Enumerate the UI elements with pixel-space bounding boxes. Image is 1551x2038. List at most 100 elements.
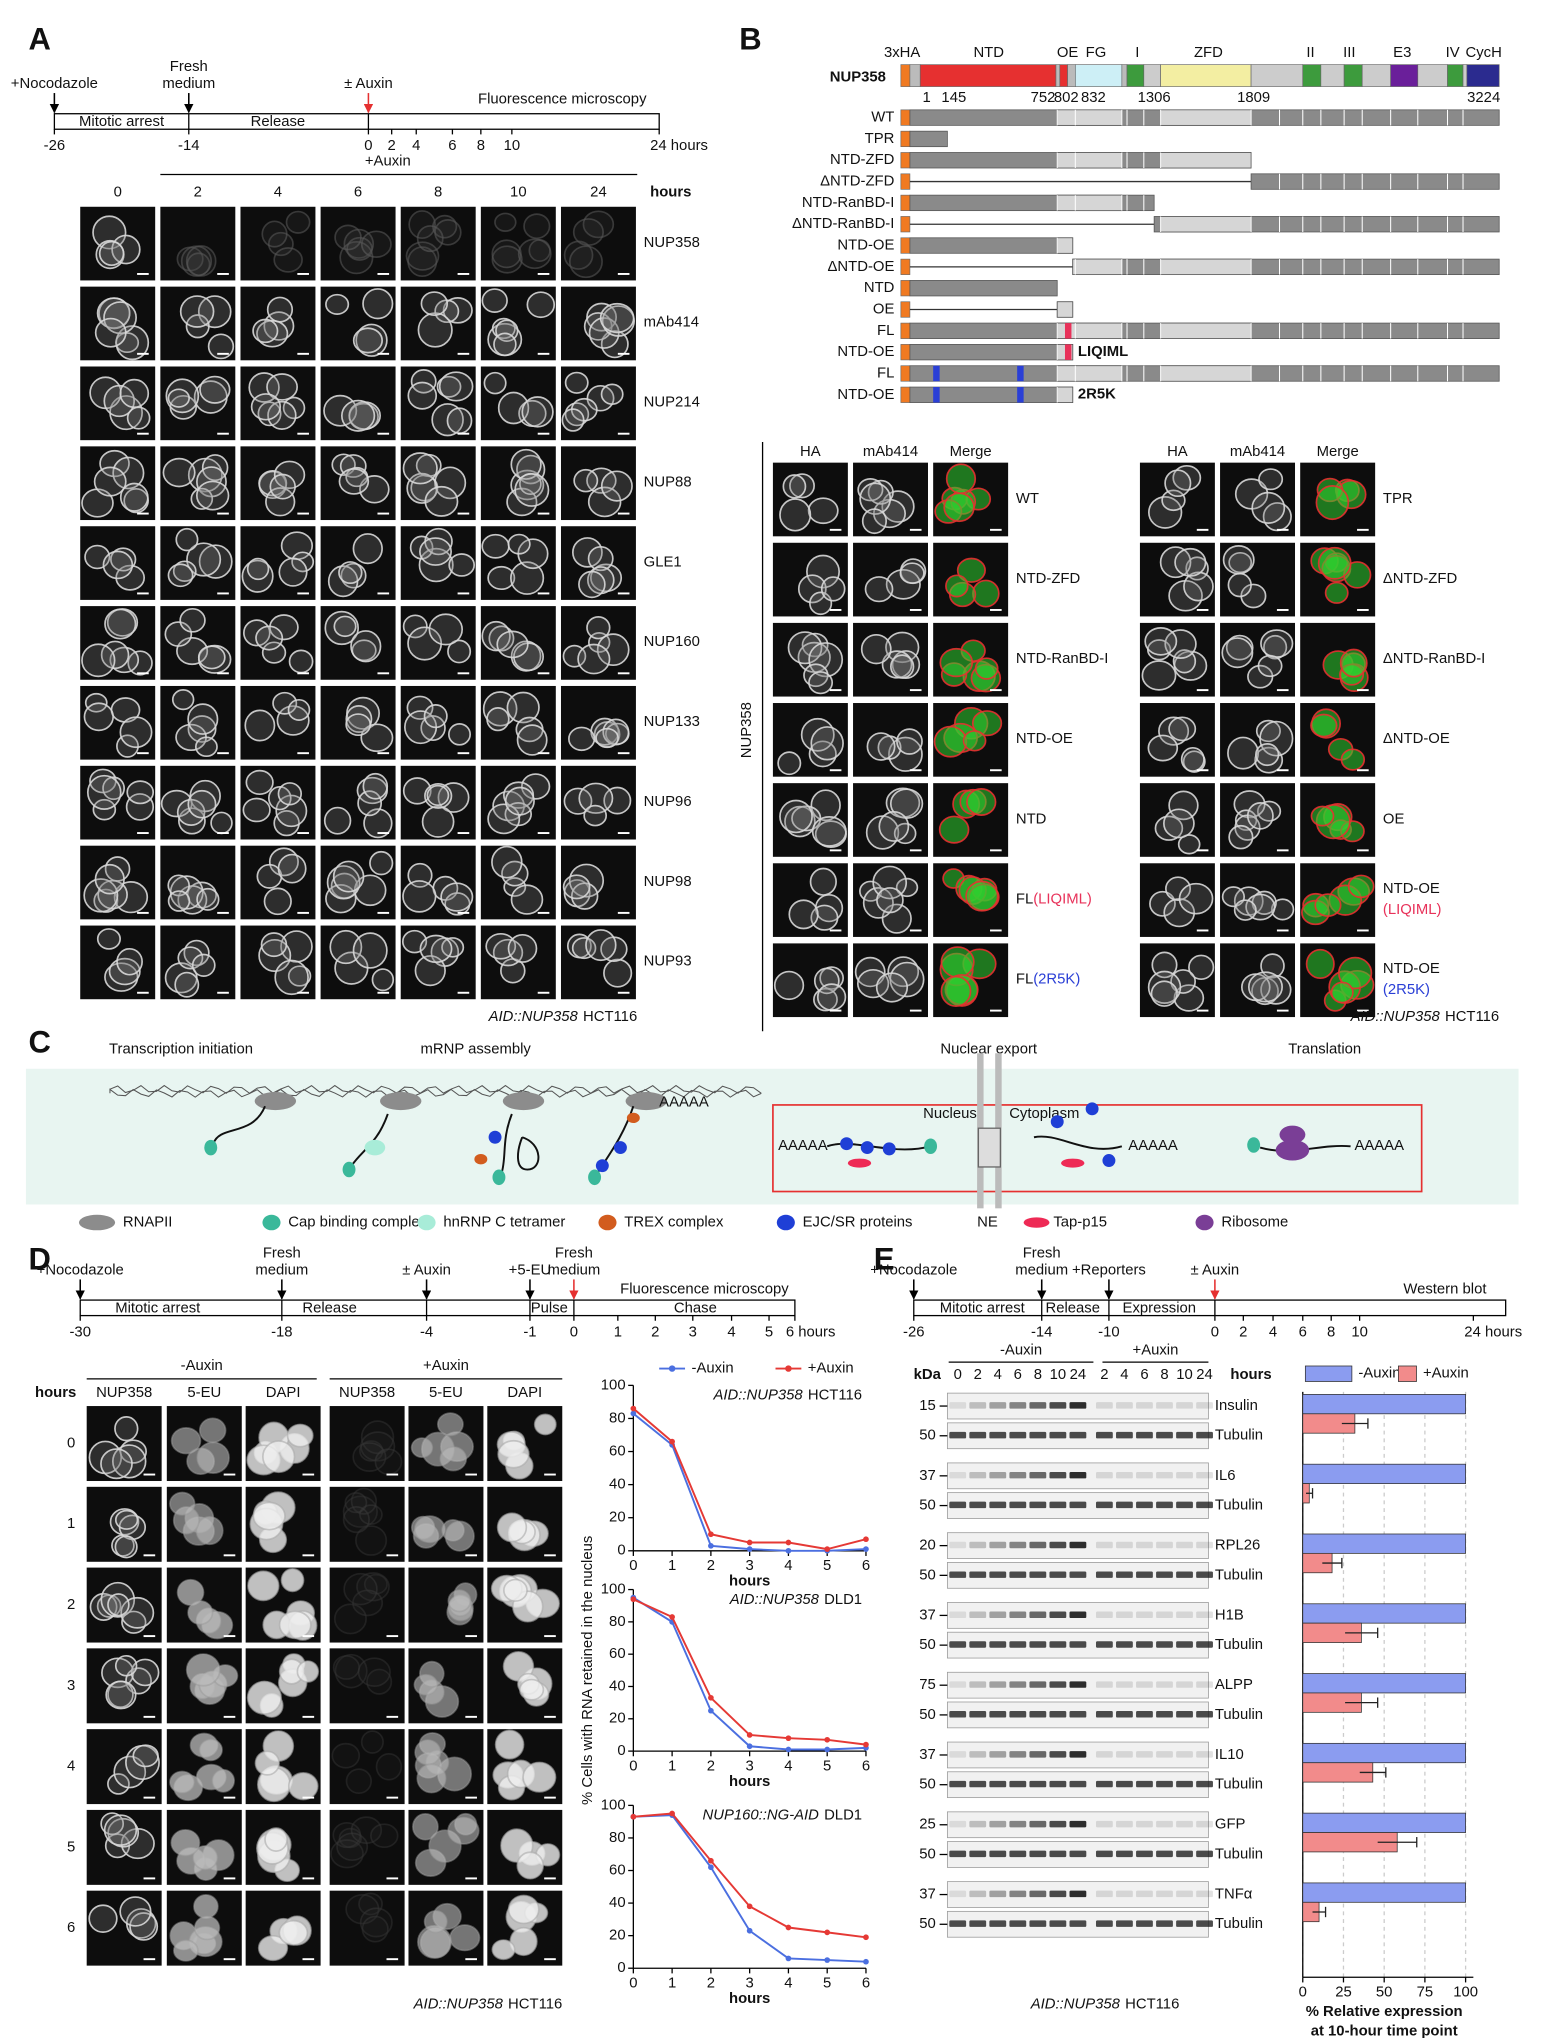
caption-part: HCT116 <box>508 1996 562 2012</box>
cell <box>100 1448 133 1480</box>
zfd-region <box>1160 365 1252 382</box>
micrograph <box>1220 863 1296 937</box>
cell <box>1257 654 1283 678</box>
row-label: NUP98 <box>644 874 692 890</box>
domain <box>919 64 1057 87</box>
cell <box>179 607 206 633</box>
domain <box>1121 64 1128 87</box>
cell <box>352 327 383 354</box>
cell <box>162 457 196 488</box>
kda-label: 37 <box>919 1886 936 1902</box>
micrograph <box>240 845 316 920</box>
cell <box>198 1417 227 1444</box>
cell <box>1144 627 1178 656</box>
tap-p15 <box>1061 1158 1085 1168</box>
blot-band <box>1095 1850 1113 1858</box>
residue-label: 3224 <box>1467 90 1500 106</box>
blot-band <box>1196 1471 1213 1479</box>
blot-band <box>1156 1751 1173 1758</box>
event-label: +Nocodazole <box>870 1262 957 1278</box>
blot-band <box>989 1751 1007 1758</box>
side-label: NUP358 <box>739 702 755 758</box>
cell <box>261 641 287 664</box>
mrna <box>517 1136 540 1171</box>
cell <box>789 473 815 499</box>
blot-band <box>1196 1611 1213 1618</box>
ha-tag <box>900 301 911 318</box>
timeline-tick-label: -4 <box>420 1324 433 1340</box>
cell <box>1141 660 1177 691</box>
cell <box>167 890 191 912</box>
cell <box>245 769 274 796</box>
construct-name-part: NTD-OE <box>837 387 894 403</box>
blot-band <box>1009 1850 1027 1858</box>
blot-band <box>1029 1571 1047 1578</box>
cell <box>1188 954 1215 980</box>
blot-band <box>949 1890 967 1898</box>
cell <box>516 1851 545 1880</box>
channel-label: mAb414 <box>863 444 918 460</box>
ribosome <box>1275 1139 1310 1161</box>
cell <box>419 537 452 566</box>
bar <box>1302 1394 1466 1415</box>
cap-binding-complex <box>204 1139 218 1156</box>
series-point <box>746 1743 753 1750</box>
cell <box>945 463 977 495</box>
ha-tag <box>900 344 911 361</box>
cell <box>1158 716 1190 746</box>
event-label: ± Auxin <box>1191 1262 1240 1278</box>
cell <box>342 1495 378 1528</box>
ejc <box>1102 1154 1116 1167</box>
micrograph <box>320 446 396 521</box>
micrograph <box>560 845 636 920</box>
blot-band <box>1196 1431 1213 1439</box>
blot-band <box>1176 1541 1193 1549</box>
cell <box>254 1750 280 1776</box>
cell <box>278 1919 309 1946</box>
cell <box>507 533 531 555</box>
micrograph <box>240 286 316 361</box>
blot-band <box>989 1541 1007 1549</box>
cell <box>585 929 617 962</box>
domain <box>1074 64 1123 87</box>
timeline-tick-label: -1 <box>523 1324 536 1340</box>
column-unit: hours <box>650 184 691 200</box>
x-tick-label: 6 <box>862 1558 870 1574</box>
fg-region <box>1056 386 1074 403</box>
x-tick-label: 1 <box>668 1558 676 1574</box>
construct-name-part: WT <box>871 110 894 126</box>
cell <box>416 1763 447 1794</box>
trex <box>474 1154 488 1165</box>
cell <box>595 727 619 749</box>
timeline-tick-label: 2 <box>388 138 396 154</box>
cell <box>881 650 913 679</box>
event-label: Fresh <box>555 1245 593 1261</box>
cell <box>100 1812 125 1836</box>
legend-icon <box>598 1214 617 1231</box>
cell <box>444 1520 475 1552</box>
timeline-tick-label: 8 <box>1327 1324 1335 1340</box>
blot-label: ALPP <box>1215 1677 1253 1693</box>
row-label-part: WT <box>1016 491 1039 507</box>
cell <box>355 1525 388 1556</box>
domain-label: ZFD <box>1194 45 1223 61</box>
cell <box>334 1653 368 1689</box>
series-point <box>708 1531 714 1538</box>
blot-band <box>1029 1711 1047 1718</box>
blot-band <box>1196 1850 1213 1858</box>
cell <box>331 1742 361 1769</box>
cell <box>448 553 476 577</box>
domain <box>1417 64 1448 87</box>
cell <box>119 378 150 409</box>
blot-band <box>949 1501 967 1509</box>
blot-band <box>1176 1641 1193 1648</box>
blot-band <box>1009 1920 1027 1927</box>
cell <box>583 804 608 827</box>
cell <box>173 1939 199 1962</box>
row-label: NTD-ZFD <box>1016 571 1081 587</box>
cell <box>494 212 517 232</box>
blot-band <box>1136 1850 1153 1858</box>
construct-name-part: OE <box>873 301 895 317</box>
kda-label: 37 <box>919 1607 936 1623</box>
cell <box>436 1412 464 1437</box>
